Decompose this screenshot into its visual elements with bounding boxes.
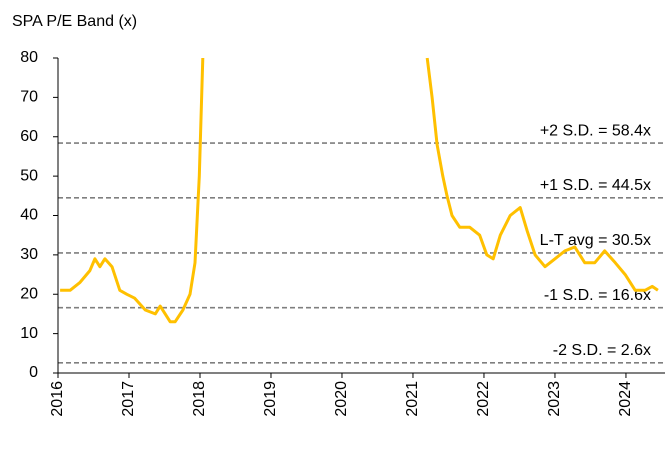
y-tick-label: 80 xyxy=(20,49,38,66)
band-label: +2 S.D. = 58.4x xyxy=(540,122,651,139)
y-tick-label: 40 xyxy=(20,207,38,224)
x-tick-label: 2024 xyxy=(617,381,634,417)
y-tick-label: 0 xyxy=(29,364,38,381)
band-label: +1 S.D. = 44.5x xyxy=(540,177,651,194)
x-tick-label: 2022 xyxy=(475,381,492,417)
y-tick-label: 20 xyxy=(20,285,38,302)
y-tick-label: 60 xyxy=(20,128,38,145)
band-label: -2 S.D. = 2.6x xyxy=(553,342,651,359)
y-tick-label: 70 xyxy=(20,89,38,106)
x-tick-label: 2020 xyxy=(333,381,350,417)
x-tick-label: 2016 xyxy=(49,381,66,417)
data-line xyxy=(60,57,659,324)
x-tick-label: 2019 xyxy=(262,381,279,417)
y-tick-label: 10 xyxy=(20,325,38,342)
x-tick-label: 2023 xyxy=(546,381,563,417)
band-label: L-T avg = 30.5x xyxy=(540,232,651,249)
y-tick-label: 50 xyxy=(20,167,38,184)
x-tick-label: 2017 xyxy=(120,381,137,417)
x-tick-label: 2018 xyxy=(191,381,208,417)
x-tick-label: 2021 xyxy=(404,381,421,417)
band-label: -1 S.D. = 16.6x xyxy=(544,287,651,304)
y-tick-label: 30 xyxy=(20,246,38,263)
chart-title: SPA P/E Band (x) xyxy=(12,13,137,30)
